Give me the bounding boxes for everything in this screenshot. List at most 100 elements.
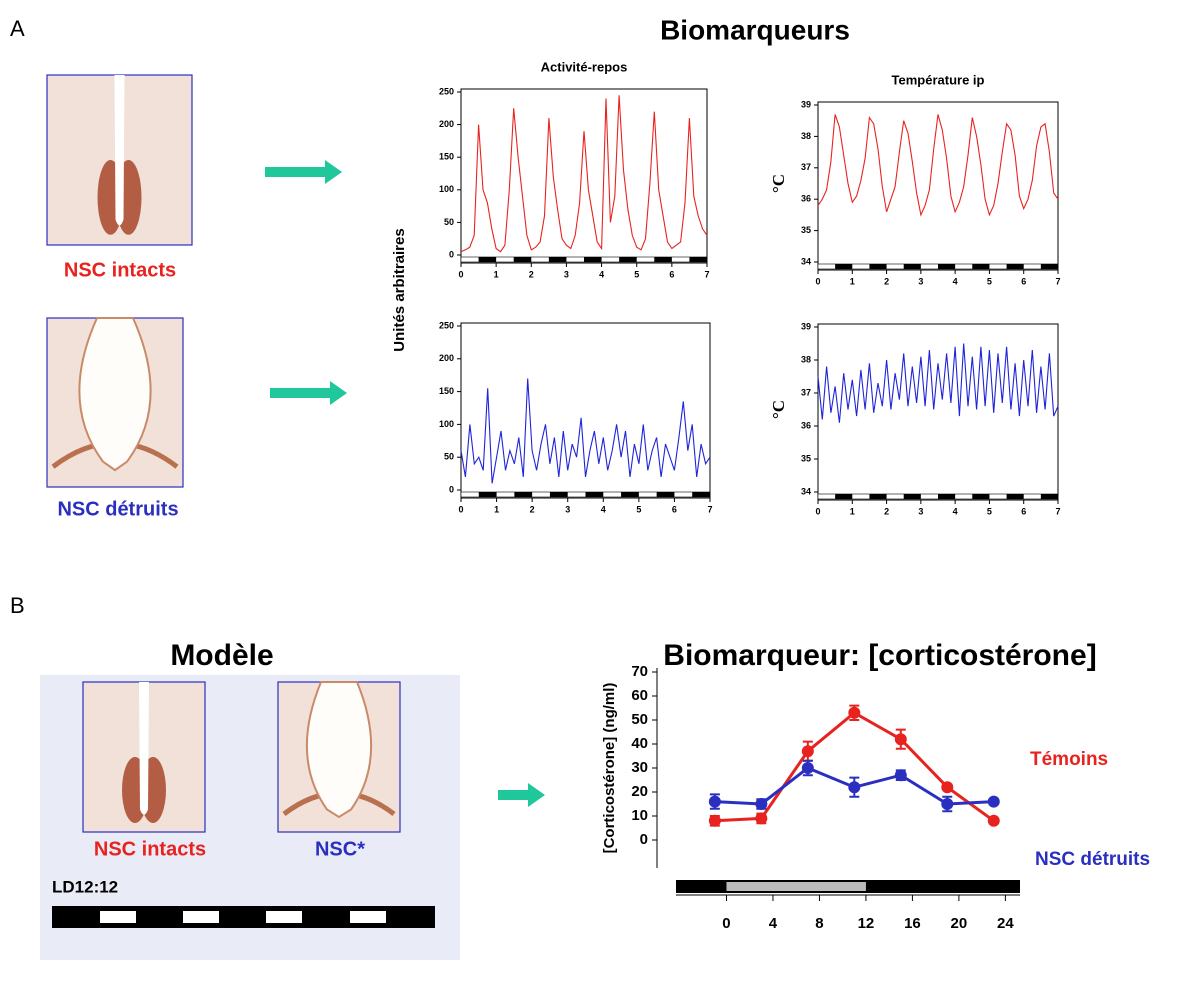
point bbox=[848, 706, 861, 719]
y-tick-label: 36 bbox=[801, 194, 811, 204]
x-tick-label: 0 bbox=[458, 269, 463, 279]
y-tick-label: 10 bbox=[631, 807, 648, 824]
y-tick-label: 50 bbox=[631, 711, 648, 728]
point bbox=[894, 733, 907, 746]
chart-title: Activité-repos bbox=[541, 59, 628, 74]
trace bbox=[460, 378, 711, 484]
y-tick-label: 0 bbox=[449, 249, 454, 259]
x-tick-label: 8 bbox=[815, 915, 823, 932]
y-tick-label: 39 bbox=[801, 99, 811, 109]
panel-label: A bbox=[10, 16, 25, 41]
y-tick-label: 50 bbox=[444, 452, 454, 462]
x-tick-label: 7 bbox=[1055, 276, 1060, 286]
trace bbox=[817, 343, 1059, 423]
x-tick-label: 16 bbox=[904, 915, 921, 932]
x-tick-label: 0 bbox=[458, 504, 463, 514]
ld-dark bbox=[1006, 264, 1024, 269]
section-title: Biomarqueur: [corticostérone] bbox=[663, 639, 1096, 672]
x-tick-label: 4 bbox=[601, 504, 606, 514]
image-caption: NSC détruits bbox=[57, 498, 178, 520]
trace bbox=[817, 114, 1059, 217]
y-tick-label: 39 bbox=[801, 321, 811, 331]
ld-dark bbox=[1006, 494, 1024, 499]
trace bbox=[460, 95, 708, 253]
ld-dark bbox=[1040, 264, 1058, 269]
arrow bbox=[265, 160, 342, 184]
point bbox=[801, 745, 814, 758]
ventricle bbox=[114, 75, 125, 226]
point bbox=[755, 812, 768, 825]
point bbox=[987, 814, 1000, 827]
x-tick-label: 0 bbox=[815, 276, 820, 286]
y-tick-label: 50 bbox=[444, 217, 454, 227]
ld-dark bbox=[835, 264, 853, 269]
point bbox=[941, 798, 954, 810]
x-tick-label: 2 bbox=[884, 506, 889, 516]
x-tick-label: 6 bbox=[672, 504, 677, 514]
x-tick-label: 2 bbox=[530, 504, 535, 514]
ld-dark bbox=[903, 494, 921, 499]
ld-light bbox=[183, 911, 219, 923]
x-tick-label: 0 bbox=[815, 506, 820, 516]
x-tick-label: 12 bbox=[858, 915, 875, 932]
y-tick-label: 35 bbox=[801, 453, 811, 463]
x-tick-label: 5 bbox=[636, 504, 641, 514]
y-tick-label: 0 bbox=[449, 484, 454, 494]
x-tick-label: 24 bbox=[997, 915, 1014, 932]
ld-dark bbox=[548, 257, 567, 262]
y-axis-label: Unités arbitraires bbox=[391, 228, 408, 351]
point bbox=[708, 795, 721, 808]
x-tick-label: 7 bbox=[1055, 506, 1060, 516]
y-tick-label: 250 bbox=[439, 320, 454, 330]
x-tick-label: 6 bbox=[669, 269, 674, 279]
ld-dark bbox=[1040, 494, 1058, 499]
y-tick-label: 20 bbox=[631, 783, 648, 800]
plot-frame bbox=[460, 322, 711, 499]
ld-dark bbox=[972, 494, 990, 499]
y-tick-label: 30 bbox=[631, 759, 648, 776]
ld-dark bbox=[619, 257, 637, 262]
x-tick-label: 4 bbox=[953, 506, 958, 516]
ld-dark bbox=[689, 257, 707, 262]
ld-dark bbox=[514, 492, 533, 497]
y-tick-label: 38 bbox=[801, 354, 811, 364]
x-tick-label: 1 bbox=[494, 504, 499, 514]
ld-dark bbox=[513, 257, 532, 262]
ld-light bbox=[100, 911, 136, 923]
arrow bbox=[270, 381, 347, 405]
image-caption: NSC intacts bbox=[64, 259, 176, 281]
y-tick-label: 60 bbox=[631, 687, 648, 704]
y-axis-label: °C bbox=[769, 174, 788, 193]
x-tick-label: 3 bbox=[564, 269, 569, 279]
y-tick-label: 100 bbox=[439, 184, 454, 194]
x-tick-label: 5 bbox=[987, 506, 992, 516]
ld-bar bbox=[52, 906, 435, 928]
y-tick-label: 37 bbox=[801, 162, 811, 172]
ventricle bbox=[139, 682, 149, 815]
x-tick-label: 2 bbox=[884, 276, 889, 286]
point bbox=[708, 814, 721, 827]
y-tick-label: 200 bbox=[439, 119, 454, 129]
ld-dark bbox=[656, 492, 675, 497]
x-tick-label: 5 bbox=[634, 269, 639, 279]
y-tick-label: 0 bbox=[640, 831, 648, 848]
ld-dark bbox=[869, 494, 887, 499]
section-title: Biomarqueurs bbox=[660, 14, 850, 45]
x-tick-label: 4 bbox=[769, 915, 778, 932]
x-tick-label: 6 bbox=[1021, 506, 1026, 516]
ld-dark bbox=[584, 257, 602, 262]
section-title: Modèle bbox=[170, 639, 273, 672]
lesion bbox=[305, 681, 373, 819]
y-tick-label: 70 bbox=[631, 663, 648, 680]
ld-dark bbox=[938, 264, 956, 269]
y-tick-label: 150 bbox=[439, 152, 454, 162]
ld-dark bbox=[478, 492, 497, 497]
x-tick-label: 2 bbox=[529, 269, 534, 279]
image-caption: NSC* bbox=[315, 838, 365, 860]
x-tick-label: 3 bbox=[565, 504, 570, 514]
point bbox=[801, 762, 814, 774]
x-tick-label: 3 bbox=[918, 276, 923, 286]
ld-dark bbox=[835, 494, 853, 499]
